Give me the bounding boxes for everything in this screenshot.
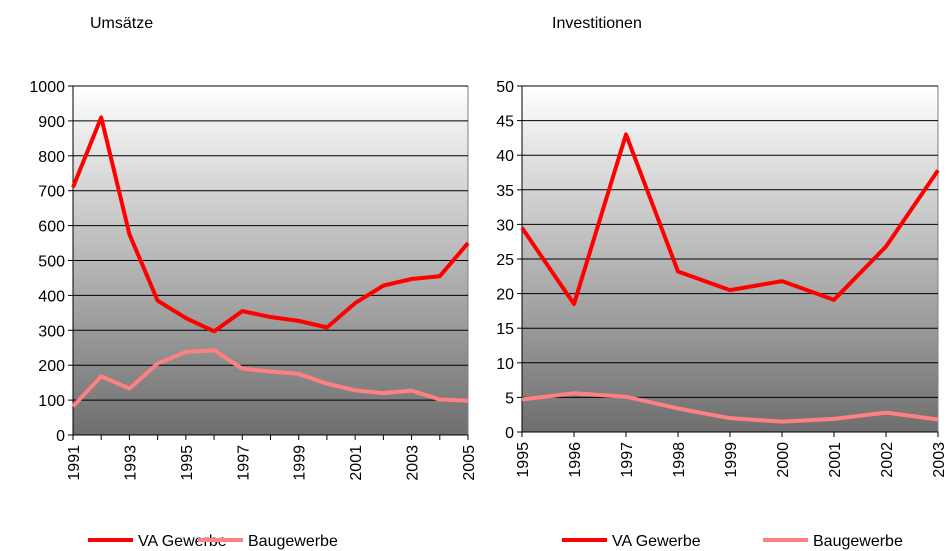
x-tick-label: 2003	[405, 445, 422, 481]
x-tick-label: 1997	[235, 445, 252, 481]
x-tick-label: 1998	[671, 442, 688, 478]
y-tick-label: 5	[505, 390, 514, 407]
y-tick-label: 0	[56, 428, 65, 445]
y-tick-label: 600	[38, 219, 65, 236]
series-line	[71, 348, 469, 408]
x-tick-label: 2005	[461, 445, 478, 481]
legend-label: VA Gewerbe	[612, 533, 701, 550]
legend-label: Baugewerbe	[248, 533, 338, 550]
y-tick-label: 40	[496, 148, 514, 165]
y-tick-label: 50	[496, 79, 514, 96]
y-tick-label: 0	[505, 425, 514, 442]
x-tick-label: 1993	[122, 445, 139, 481]
y-tick-label: 900	[38, 114, 65, 131]
y-tick-label: 700	[38, 184, 65, 201]
y-tick-label: 400	[38, 288, 65, 305]
y-tick-label: 1000	[29, 79, 65, 96]
y-tick-label: 200	[38, 358, 65, 375]
y-tick-label: 15	[496, 321, 514, 338]
y-tick-label: 20	[496, 287, 514, 304]
x-tick-label: 2001	[348, 445, 365, 481]
y-tick-label: 35	[496, 183, 514, 200]
x-tick-label: 1995	[179, 445, 196, 481]
legend-label: Baugewerbe	[813, 533, 903, 550]
y-tick-label: 300	[38, 323, 65, 340]
series-line	[520, 132, 940, 306]
y-tick-label: 30	[496, 217, 514, 234]
x-tick-label: 1995	[515, 442, 532, 478]
x-tick-label: 2003	[931, 442, 948, 478]
legend-label: VA Gewerbe	[138, 533, 227, 550]
y-tick-label: 100	[38, 393, 65, 410]
x-tick-label: 2001	[827, 442, 844, 478]
chart-title: Investitionen	[552, 15, 642, 32]
x-tick-label: 2000	[775, 442, 792, 478]
x-tick-label: 1996	[567, 442, 584, 478]
y-tick-label: 25	[496, 252, 514, 269]
series-line	[521, 391, 939, 424]
y-tick-label: 45	[496, 114, 514, 131]
x-tick-label: 1997	[619, 442, 636, 478]
y-tick-label: 10	[496, 356, 514, 373]
y-tick-label: 500	[38, 254, 65, 271]
x-tick-label: 1999	[723, 442, 740, 478]
x-tick-label: 1999	[292, 445, 309, 481]
chart-title: Umsätze	[90, 15, 153, 32]
x-tick-label: 1991	[66, 445, 83, 481]
y-tick-label: 800	[38, 149, 65, 166]
series-line	[71, 115, 470, 334]
x-tick-label: 2002	[879, 442, 896, 478]
